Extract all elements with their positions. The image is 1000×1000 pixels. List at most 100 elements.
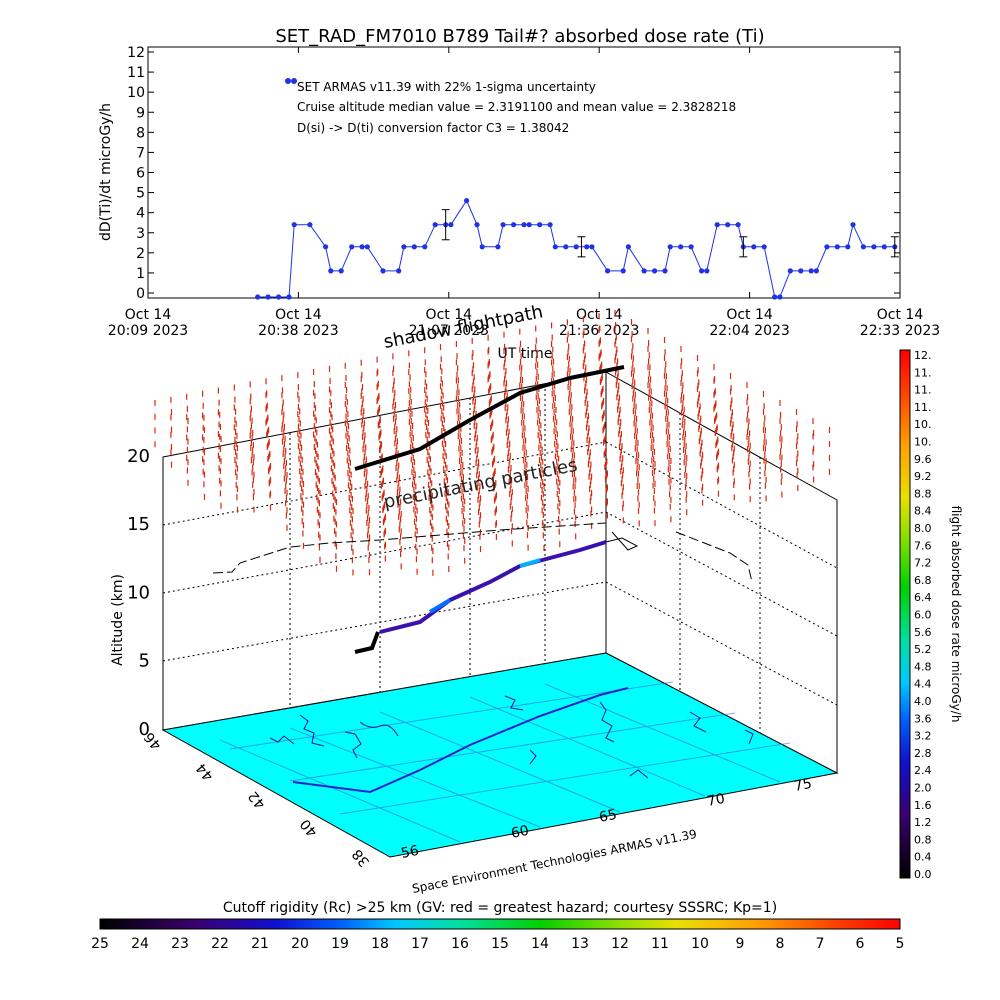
data-point bbox=[537, 222, 543, 228]
dose-colorbar-tick: 1.2 bbox=[914, 816, 932, 829]
rigidity-colorbar-tick: 10 bbox=[691, 936, 709, 952]
chart-title: SET_RAD_FM7010 B789 Tail#? absorbed dose… bbox=[275, 26, 764, 47]
rigidity-colorbar-label: Cutoff rigidity (Rc) >25 km (GV: red = g… bbox=[223, 900, 777, 916]
annotation-line: D(si) -> D(ti) conversion factor C3 = 1.… bbox=[297, 121, 569, 135]
y-tick-label: 8 bbox=[136, 125, 145, 141]
y-axis-label: dD(Ti)/dt microGy/h bbox=[98, 103, 114, 241]
altitude-label: Altitude (km) bbox=[110, 574, 126, 666]
data-point bbox=[787, 268, 793, 274]
longitude-tick-label: 75 bbox=[793, 776, 814, 795]
y-tick-label: 6 bbox=[136, 166, 145, 182]
data-point bbox=[474, 222, 480, 228]
x-tick-label: Oct 14 bbox=[877, 307, 924, 323]
data-point bbox=[338, 268, 344, 274]
altitude-tick-label: 20 bbox=[127, 446, 150, 467]
y-tick-label: 10 bbox=[127, 85, 145, 101]
rigidity-colorbar-tick: 25 bbox=[91, 936, 109, 952]
dose-colorbar bbox=[899, 349, 911, 879]
data-point bbox=[286, 294, 292, 300]
data-point bbox=[824, 244, 830, 250]
data-point bbox=[422, 244, 428, 250]
data-point bbox=[667, 244, 673, 250]
rigidity-colorbar-tick: 23 bbox=[171, 936, 189, 952]
data-point bbox=[265, 294, 271, 300]
data-point bbox=[323, 244, 329, 250]
data-point bbox=[584, 244, 590, 250]
data-point bbox=[255, 294, 261, 300]
data-point bbox=[479, 244, 485, 250]
latitude-tick-label: 44 bbox=[193, 760, 217, 784]
rigidity-colorbar-tick: 22 bbox=[211, 936, 229, 952]
dose-colorbar-tick: 6.8 bbox=[914, 574, 932, 587]
dose-colorbar-tick: 8.0 bbox=[914, 522, 932, 535]
longitude-axis: 56 60 65 70 75 bbox=[400, 776, 814, 862]
dose-colorbar-tick: 11. bbox=[914, 366, 932, 379]
data-point bbox=[860, 244, 867, 250]
longitude-tick-label: 60 bbox=[510, 823, 531, 842]
dose-colorbar-tick: 6.0 bbox=[914, 609, 932, 622]
x-tick-label: Oct 14 bbox=[125, 307, 172, 323]
data-point bbox=[328, 268, 334, 274]
legend-marker bbox=[291, 78, 297, 84]
data-point bbox=[589, 244, 595, 250]
ground-track bbox=[292, 687, 629, 794]
dose-colorbar-tick: 2.8 bbox=[914, 747, 932, 760]
dose-colorbar-tick: 6.4 bbox=[914, 591, 932, 604]
data-point bbox=[652, 268, 658, 274]
rigidity-colorbar-tick: 5 bbox=[896, 936, 905, 952]
data-point bbox=[714, 222, 720, 228]
rigidity-colorbar-tick: 24 bbox=[131, 936, 149, 952]
altitude-axis: 0 5 10 15 20 bbox=[127, 446, 150, 740]
dose-colorbar-tick: 0.4 bbox=[914, 851, 932, 864]
dose-colorbar-tick: 8.8 bbox=[914, 487, 932, 500]
data-point bbox=[411, 244, 417, 250]
dose-colorbar-tick: 4.8 bbox=[914, 660, 932, 673]
ground-grid bbox=[219, 681, 791, 843]
x-tick-label: 20:09 2023 bbox=[108, 323, 188, 339]
rigidity-colorbar-tick: 18 bbox=[371, 936, 389, 952]
rigidity-colorbar-tick: 8 bbox=[776, 936, 785, 952]
dose-colorbar-tick: 12. bbox=[914, 349, 932, 362]
data-point bbox=[364, 244, 370, 250]
data-point bbox=[798, 268, 804, 274]
dose-colorbar-tick: 3.2 bbox=[914, 730, 932, 743]
dose-colorbar-ticks: 12. 11. 11. 11. 10. 10. 9.6 9.2 8.8 8.4 8.0 7.6 7.2 6… bbox=[914, 349, 932, 881]
rigidity-colorbar-tick: 14 bbox=[531, 936, 549, 952]
data-point bbox=[526, 222, 532, 228]
data-point bbox=[563, 244, 569, 250]
precipitating-particles bbox=[154, 310, 831, 576]
data-point bbox=[605, 268, 611, 274]
dose-colorbar-tick: 9.2 bbox=[914, 470, 932, 483]
rigidity-colorbar-tick: 11 bbox=[651, 936, 669, 952]
dose-colorbar-tick: 0.8 bbox=[914, 833, 932, 846]
dose-colorbar-tick: 1.6 bbox=[914, 799, 932, 812]
dose-colorbar-label: flight absorbed dose rate microGy/h bbox=[949, 506, 963, 723]
rigidity-colorbar-tick: 9 bbox=[736, 936, 745, 952]
rigidity-colorbar-tick: 7 bbox=[816, 936, 825, 952]
dose-colorbar-tick: 10. bbox=[914, 436, 932, 449]
y-tick-label: 9 bbox=[136, 105, 145, 121]
data-point bbox=[552, 244, 558, 250]
rigidity-colorbar-tick: 6 bbox=[856, 936, 865, 952]
coastlines bbox=[269, 695, 754, 779]
data-point bbox=[510, 222, 517, 228]
data-point bbox=[813, 268, 820, 274]
data-point bbox=[495, 244, 501, 250]
rigidity-colorbar-tick: 21 bbox=[251, 936, 269, 952]
dose-colorbar-tick: 4.4 bbox=[914, 678, 932, 691]
wall-projection bbox=[675, 531, 753, 583]
annotation-line: Cruise altitude median value = 2.3191100… bbox=[297, 100, 736, 114]
x-tick-label: 20:38 2023 bbox=[258, 323, 338, 339]
longitude-tick-label: 56 bbox=[400, 843, 421, 862]
altitude-tick-label: 15 bbox=[127, 514, 150, 535]
x-tick-label: Oct 14 bbox=[426, 307, 473, 323]
dose-colorbar-tick: 2.0 bbox=[914, 782, 932, 795]
dose-colorbar-tick: 7.2 bbox=[914, 557, 932, 570]
data-point bbox=[850, 222, 856, 228]
rigidity-colorbar-tick: 16 bbox=[451, 936, 469, 952]
data-point bbox=[448, 222, 454, 228]
data-point bbox=[761, 244, 767, 250]
data-point bbox=[380, 268, 386, 274]
data-point bbox=[521, 222, 527, 228]
